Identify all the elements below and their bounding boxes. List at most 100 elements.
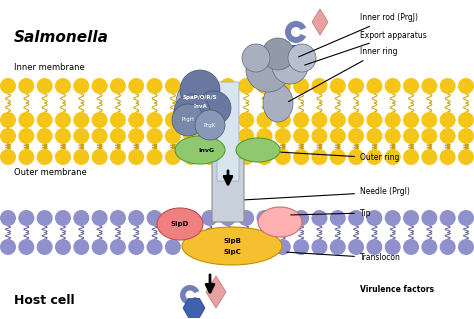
Circle shape: [110, 112, 126, 128]
Text: SipC: SipC: [223, 249, 241, 255]
Circle shape: [330, 149, 346, 165]
Polygon shape: [206, 276, 226, 308]
Circle shape: [275, 128, 291, 144]
Circle shape: [440, 78, 456, 94]
Circle shape: [201, 112, 218, 128]
Polygon shape: [312, 9, 328, 35]
Polygon shape: [285, 21, 306, 43]
Circle shape: [348, 149, 364, 165]
Circle shape: [220, 128, 236, 144]
Circle shape: [256, 210, 273, 226]
Circle shape: [73, 112, 89, 128]
Circle shape: [366, 128, 383, 144]
Circle shape: [55, 78, 71, 94]
Circle shape: [311, 78, 328, 94]
Circle shape: [183, 128, 199, 144]
Text: Virulence factors: Virulence factors: [360, 286, 434, 294]
Circle shape: [272, 48, 308, 84]
Circle shape: [110, 210, 126, 226]
Circle shape: [201, 210, 218, 226]
Circle shape: [73, 128, 89, 144]
Circle shape: [256, 149, 273, 165]
Circle shape: [293, 78, 309, 94]
Circle shape: [293, 210, 309, 226]
Polygon shape: [286, 46, 310, 66]
Circle shape: [91, 149, 108, 165]
Circle shape: [165, 112, 181, 128]
Text: Host cell: Host cell: [14, 293, 74, 307]
Circle shape: [195, 110, 225, 140]
Text: Needle (PrgI): Needle (PrgI): [245, 188, 410, 200]
Circle shape: [366, 149, 383, 165]
Circle shape: [330, 210, 346, 226]
Circle shape: [366, 239, 383, 255]
Circle shape: [183, 210, 199, 226]
Circle shape: [403, 78, 419, 94]
Circle shape: [238, 112, 254, 128]
Circle shape: [256, 112, 273, 128]
Circle shape: [421, 210, 438, 226]
Circle shape: [73, 78, 89, 94]
Circle shape: [146, 239, 163, 255]
Circle shape: [183, 78, 199, 94]
Circle shape: [201, 128, 218, 144]
Circle shape: [18, 78, 34, 94]
Ellipse shape: [263, 84, 293, 122]
Ellipse shape: [175, 136, 225, 164]
Text: Inner membrane: Inner membrane: [14, 63, 85, 72]
Circle shape: [110, 239, 126, 255]
Text: InvG: InvG: [198, 147, 214, 152]
Circle shape: [128, 239, 144, 255]
Text: PrgK: PrgK: [204, 122, 216, 128]
Circle shape: [440, 128, 456, 144]
Circle shape: [91, 210, 108, 226]
Circle shape: [36, 210, 53, 226]
Circle shape: [385, 112, 401, 128]
Circle shape: [458, 239, 474, 255]
Circle shape: [18, 210, 34, 226]
Circle shape: [36, 128, 53, 144]
Circle shape: [311, 112, 328, 128]
Circle shape: [73, 149, 89, 165]
Text: Inner ring: Inner ring: [289, 48, 398, 102]
Circle shape: [440, 149, 456, 165]
Circle shape: [275, 112, 291, 128]
Circle shape: [91, 128, 108, 144]
Circle shape: [0, 78, 16, 94]
Circle shape: [458, 112, 474, 128]
Polygon shape: [180, 285, 199, 305]
Circle shape: [165, 128, 181, 144]
Circle shape: [293, 149, 309, 165]
Circle shape: [256, 239, 273, 255]
Circle shape: [385, 78, 401, 94]
Circle shape: [366, 210, 383, 226]
Circle shape: [128, 149, 144, 165]
Circle shape: [110, 128, 126, 144]
Circle shape: [275, 239, 291, 255]
Circle shape: [403, 210, 419, 226]
Circle shape: [55, 239, 71, 255]
Circle shape: [110, 149, 126, 165]
Circle shape: [91, 112, 108, 128]
Circle shape: [220, 239, 236, 255]
Circle shape: [348, 210, 364, 226]
Circle shape: [18, 239, 34, 255]
Text: Salmonella: Salmonella: [14, 30, 109, 45]
Circle shape: [73, 239, 89, 255]
Circle shape: [172, 104, 204, 136]
Circle shape: [238, 210, 254, 226]
Circle shape: [238, 78, 254, 94]
Circle shape: [36, 149, 53, 165]
Text: Outer membrane: Outer membrane: [14, 168, 87, 177]
Text: Inner rod (PrgJ): Inner rod (PrgJ): [299, 13, 418, 57]
Circle shape: [18, 149, 34, 165]
Circle shape: [275, 78, 291, 94]
Circle shape: [36, 78, 53, 94]
FancyBboxPatch shape: [217, 82, 239, 181]
Circle shape: [146, 112, 163, 128]
Text: PrgH: PrgH: [182, 117, 194, 122]
Circle shape: [421, 239, 438, 255]
Circle shape: [146, 149, 163, 165]
Circle shape: [128, 78, 144, 94]
Circle shape: [128, 210, 144, 226]
